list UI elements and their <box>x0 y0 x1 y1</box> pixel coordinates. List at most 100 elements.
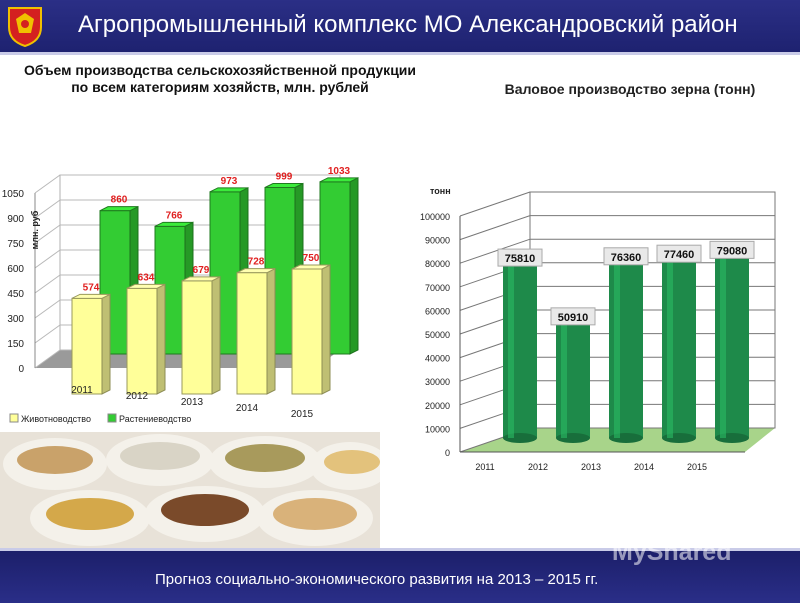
x-tick-label: 2013 <box>181 397 204 408</box>
gridline-side <box>459 191 531 217</box>
chart-grain-production: 0 10000 20000 30000 40000 50000 60000 70000 8000… <box>420 186 776 472</box>
y-tick-label: 750 <box>7 239 24 250</box>
bar-side <box>266 267 276 395</box>
x-tick-label: 2015 <box>291 409 314 420</box>
legend-swatch-zhivotnovodstvo <box>9 413 19 423</box>
bar-top <box>319 177 359 183</box>
data-label: 750 <box>303 253 320 264</box>
bar-top <box>209 187 249 193</box>
x-tick-label: 2012 <box>528 462 548 472</box>
data-label-box <box>603 247 649 266</box>
gridline-side <box>34 324 61 344</box>
bar-zhivotnovodstvo <box>126 287 158 395</box>
grain-sacks-icon <box>0 432 380 548</box>
data-label-box <box>656 244 702 263</box>
data-label: 634 <box>138 272 155 283</box>
bar-top <box>99 206 139 212</box>
data-label: 1033 <box>328 166 351 177</box>
bar-top <box>181 276 221 282</box>
bar-zhivotnovodstvo <box>236 272 268 395</box>
gridline-side <box>34 224 61 244</box>
bar-zhivotnovodstvo <box>291 268 323 395</box>
x-tick-label: 2011 <box>475 462 494 472</box>
y-tick-label: 60000 <box>425 306 450 316</box>
bar-top <box>264 183 304 188</box>
data-label: 77460 <box>664 249 695 261</box>
data-label: 679 <box>193 265 210 276</box>
gridline-side <box>34 249 61 269</box>
data-label: 860 <box>111 195 128 206</box>
y-tick-label: 600 <box>7 264 24 275</box>
bar-side <box>321 264 331 395</box>
data-label: 728 <box>248 257 265 268</box>
y-axis-label: млн. руб <box>30 210 40 249</box>
y-tick-label: 0 <box>18 364 24 375</box>
y-axis-label: тонн <box>430 186 451 196</box>
x-tick-label: 2015 <box>687 462 707 472</box>
x-tick-label: 2014 <box>634 462 654 472</box>
data-label-box <box>550 307 596 326</box>
y-tick-label: 40000 <box>425 354 450 364</box>
data-label: 999 <box>276 172 293 183</box>
legend-label-rastenievodstvo: Растениеводство <box>119 414 191 424</box>
data-label: 75810 <box>505 253 536 265</box>
y-tick-label: 1050 <box>2 189 25 200</box>
gridline-side <box>34 199 61 219</box>
data-label: 574 <box>83 282 100 293</box>
y-tick-label: 30000 <box>425 377 450 387</box>
y-tick-label: 150 <box>7 339 24 350</box>
y-tick-label: 90000 <box>425 236 450 246</box>
bar-top <box>291 264 331 270</box>
bar-side <box>156 283 166 395</box>
y-tick-label: 10000 <box>425 424 450 434</box>
bar-cylinder <box>714 245 750 443</box>
x-tick-label: 2012 <box>126 391 149 402</box>
bar-zhivotnovodstvo <box>181 280 213 395</box>
chart2-title: Валовое производство зерна (тонн) <box>504 81 756 97</box>
coat-of-arms-icon <box>8 7 42 47</box>
x-tick-label: 2011 <box>71 385 93 396</box>
bar-top <box>71 293 111 299</box>
bar-zhivotnovodstvo <box>71 297 103 395</box>
bar-highlight <box>508 259 514 438</box>
gridline-side <box>459 238 531 264</box>
y-tick-label: 100000 <box>420 212 450 222</box>
header-title: Агропромышленный комплекс МО Александров… <box>78 11 738 38</box>
bar-cylinder <box>555 312 591 443</box>
slide-header: Агропромышленный комплекс МО Александров… <box>0 0 800 55</box>
bar-top <box>126 283 166 289</box>
bar-side <box>211 276 221 395</box>
data-label: 50910 <box>558 312 589 324</box>
data-label-box <box>497 248 543 267</box>
legend-label-zhivotnovodstvo: Животноводство <box>21 414 91 424</box>
gridline-side <box>34 274 61 294</box>
bar-cylinder <box>608 252 644 443</box>
watermark-text: MyShared <box>612 538 732 566</box>
data-label-box <box>709 240 755 259</box>
y-tick-label: 70000 <box>425 283 450 293</box>
y-tick-label: 900 <box>7 214 24 225</box>
footer-text: Прогноз социально-экономического развити… <box>155 571 599 588</box>
gridline-side <box>459 215 531 241</box>
data-label: 973 <box>221 176 238 187</box>
x-tick-label: 2013 <box>581 462 601 472</box>
y-tick-label: 50000 <box>425 330 450 340</box>
slide-footer: Прогноз социально-экономического развити… <box>0 548 800 603</box>
bar-highlight <box>720 251 726 438</box>
y-tick-label: 450 <box>7 289 24 300</box>
bar-highlight <box>667 255 673 438</box>
gridline-side <box>34 174 61 194</box>
data-label: 766 <box>166 210 183 221</box>
bar-highlight <box>561 317 567 438</box>
bar-side <box>349 177 359 355</box>
bar-highlight <box>614 257 620 438</box>
y-tick-label: 20000 <box>425 401 450 411</box>
chart1-title: Объем производства сельскохозяйственной … <box>23 62 417 95</box>
y-tick-label: 80000 <box>425 259 450 269</box>
gridline-side <box>34 349 61 369</box>
legend-swatch-rastenievodstvo <box>107 413 117 423</box>
y-tick-label: 0 <box>445 448 450 458</box>
y-tick-label: 300 <box>7 314 24 325</box>
gridline-side <box>34 299 61 319</box>
bar-cylinder <box>502 253 538 443</box>
